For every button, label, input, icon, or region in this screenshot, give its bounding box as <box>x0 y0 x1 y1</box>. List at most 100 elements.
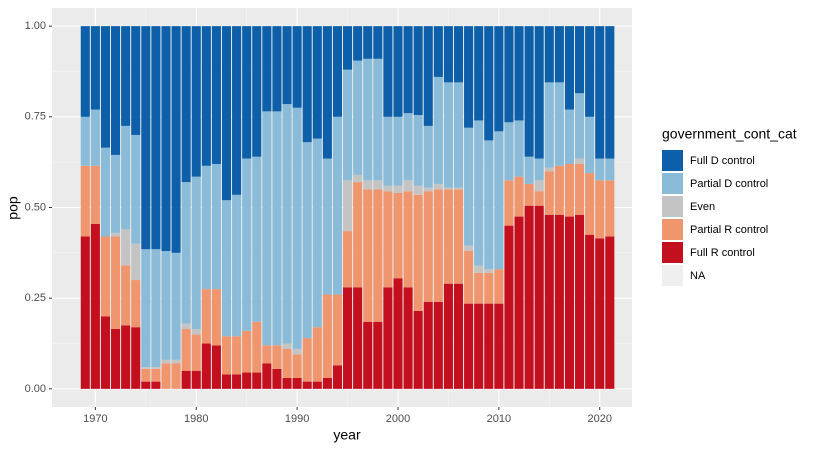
bar-segment <box>443 189 453 284</box>
bar-segment <box>474 265 484 273</box>
bar-segment <box>141 367 151 369</box>
bar-segment <box>151 381 161 389</box>
bar-segment <box>262 26 272 112</box>
bar-segment <box>474 272 484 304</box>
bar-segment <box>171 359 181 364</box>
bar-segment <box>544 214 554 389</box>
bar-segment <box>373 321 383 389</box>
y-axis-label: pop <box>5 196 21 220</box>
bar-segment <box>181 329 191 371</box>
bar-segment <box>332 26 342 117</box>
bar-segment <box>575 214 585 389</box>
bar-segment <box>332 365 342 389</box>
bar-segment <box>484 303 494 389</box>
bar-segment <box>252 26 262 157</box>
bar-segment <box>292 354 302 378</box>
bar-segment <box>322 377 332 389</box>
bar-segment <box>413 185 423 195</box>
bar-segment <box>141 249 151 368</box>
bar-segment <box>191 334 201 371</box>
bar-segment <box>332 116 342 295</box>
bar-segment <box>383 191 393 288</box>
bar-segment <box>534 205 544 389</box>
bar-segment <box>292 107 302 349</box>
bar-segment <box>302 381 312 389</box>
bar-segment <box>232 336 242 375</box>
bar-segment <box>403 113 413 181</box>
bar-segment <box>141 381 151 389</box>
x-tick-label: 2010 <box>487 413 511 425</box>
bar-segment <box>585 26 595 117</box>
bar-segment <box>111 26 121 155</box>
bar-segment <box>504 225 514 389</box>
bar-segment <box>312 327 322 382</box>
bar-segment <box>443 283 453 389</box>
bar-segment <box>282 26 292 105</box>
x-tick-label: 2000 <box>386 413 410 425</box>
legend-label: Full R control <box>690 247 755 259</box>
bar-segment <box>353 26 363 61</box>
x-axis-label: year <box>333 427 361 443</box>
bar-segment <box>544 171 554 215</box>
bar-segment <box>242 26 252 159</box>
bar-segment <box>464 245 474 252</box>
bar-segment <box>423 26 433 126</box>
bar-segment <box>585 173 595 235</box>
bar-segment <box>534 26 544 159</box>
bar-segment <box>201 165 211 290</box>
bar-segment <box>282 104 292 344</box>
bar-segment <box>403 287 413 389</box>
bar-segment <box>312 26 322 139</box>
bar-segment <box>181 182 191 324</box>
bar-segment <box>181 323 191 330</box>
bar-segment <box>413 26 423 116</box>
bar-segment <box>353 174 363 183</box>
bar-segment <box>514 26 524 121</box>
bar-segment <box>605 180 615 237</box>
bar-segment <box>343 26 353 70</box>
bar-segment <box>464 26 474 128</box>
legend-key <box>662 265 683 286</box>
bar-segment <box>464 303 474 389</box>
bar-segment <box>242 330 252 373</box>
bar-segment <box>524 183 534 206</box>
bar-segment <box>393 185 403 193</box>
bar-segment <box>131 327 141 389</box>
bar-segment <box>494 26 504 132</box>
bar-segment <box>161 359 171 364</box>
bar-segment <box>453 82 464 188</box>
bar-segment <box>464 127 474 246</box>
legend-key <box>662 219 683 240</box>
bar-segment <box>443 26 453 83</box>
bar-segment <box>131 243 141 281</box>
bar-segment <box>554 26 564 83</box>
bar-segment <box>514 216 524 389</box>
bar-segment <box>90 165 100 224</box>
bar-segment <box>232 26 242 195</box>
bar-segment <box>201 26 211 166</box>
legend-key <box>662 173 683 194</box>
bar-segment <box>262 345 272 364</box>
bar-segment <box>141 368 151 382</box>
bar-segment <box>423 301 433 389</box>
bar-segment <box>433 301 443 389</box>
bar-segment <box>544 82 554 168</box>
bar-segment <box>494 303 504 389</box>
bar-segment <box>453 189 464 284</box>
bar-segment <box>413 310 423 389</box>
bar-segment <box>181 26 191 183</box>
bar-segment <box>353 60 363 175</box>
bar-segment <box>423 125 433 188</box>
bar-segment <box>504 180 514 226</box>
bar-segment <box>111 329 121 389</box>
bar-segment <box>161 26 171 252</box>
bar-segment <box>191 370 201 389</box>
bar-segment <box>322 26 332 159</box>
bar-segment <box>232 194 242 337</box>
bar-segment <box>353 182 363 288</box>
bar-segment <box>403 180 413 192</box>
bar-segment <box>353 287 363 389</box>
bar-segment <box>191 26 201 177</box>
bar-segment <box>413 115 423 186</box>
bar-segment <box>474 303 484 389</box>
